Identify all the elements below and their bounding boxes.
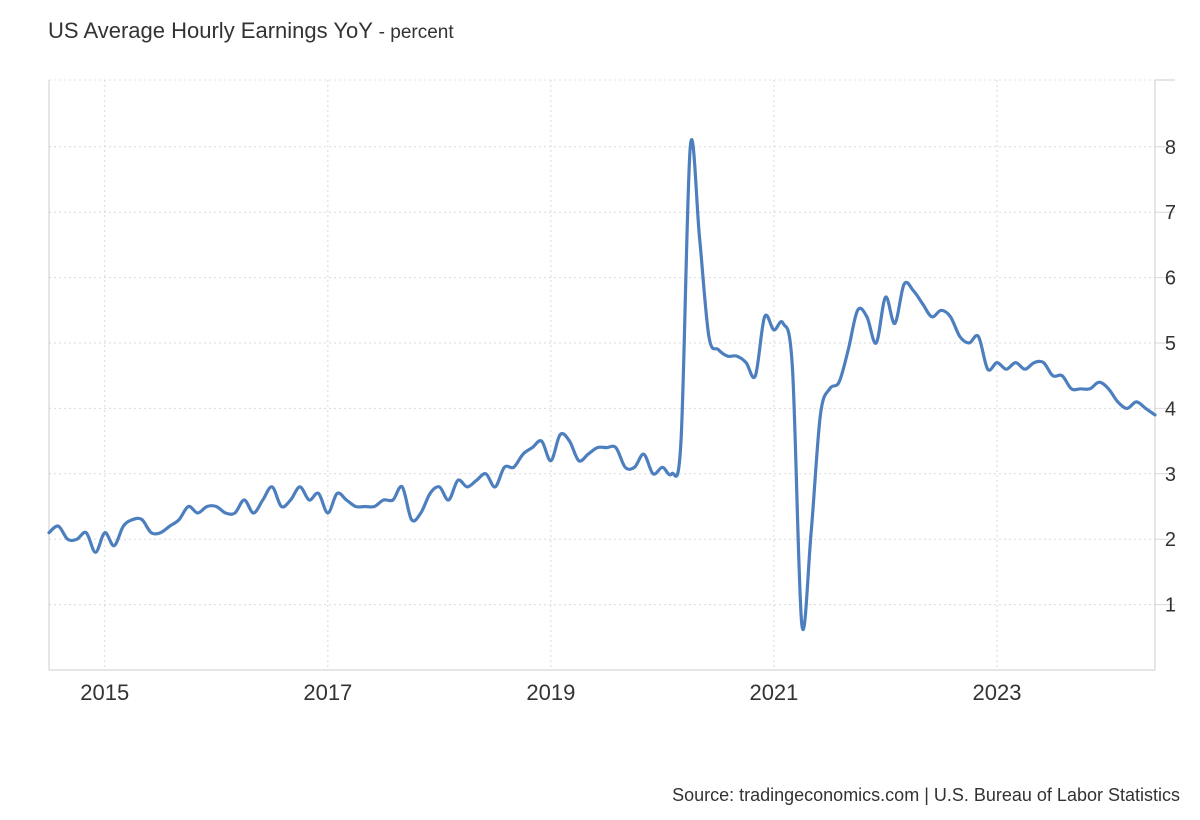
y-tick-label: 1 [1165, 595, 1176, 617]
y-tick-label: 6 [1165, 268, 1176, 290]
y-tick-label: 8 [1165, 137, 1176, 159]
x-axis-ticks: 2015 2017 2019 2021 2023 [80, 680, 1021, 705]
x-tick-label: 2021 [749, 680, 798, 705]
y-tick-label: 7 [1165, 202, 1176, 224]
chart-title: US Average Hourly Earnings YoY - percent [48, 18, 454, 44]
grid-lines [49, 79, 1175, 670]
y-tick-label: 3 [1165, 464, 1176, 486]
axes [48, 79, 1175, 671]
source-note: Source: tradingeconomics.com | U.S. Bure… [672, 785, 1180, 805]
x-tick-label: 2023 [973, 680, 1022, 705]
chart-subtitle: - percent [378, 22, 454, 43]
x-tick-label: 2015 [80, 680, 129, 705]
y-tick-label: 2 [1165, 529, 1176, 551]
x-tick-label: 2017 [303, 680, 352, 705]
series-layer [47, 137, 1157, 632]
y-tick-label: 4 [1165, 398, 1176, 420]
series-line-0 [47, 137, 1157, 632]
chart-title-text: US Average Hourly Earnings YoY [48, 18, 373, 43]
y-tick-label: 5 [1165, 333, 1176, 355]
x-tick-label: 2019 [526, 680, 575, 705]
y-axis-ticks: 1 2 3 4 5 6 7 8 [1165, 137, 1176, 617]
